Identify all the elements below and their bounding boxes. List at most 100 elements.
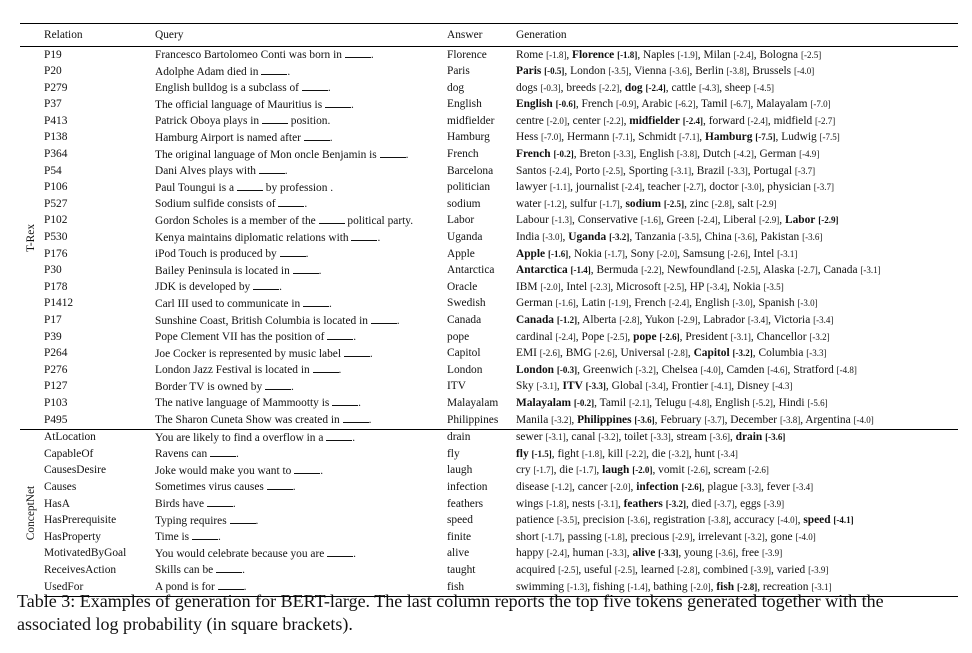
token-word: physician (767, 181, 811, 194)
token-logprob-wrap: [-1.8] (546, 49, 567, 60)
token-word: sheep (724, 81, 751, 94)
generated-token: learned [-2.8] (641, 564, 698, 576)
query-text-before: The official language of Mauritius is (155, 98, 325, 111)
token-logprob: -0.2 (576, 397, 592, 408)
table-row: P176 iPod Touch is produced by . Apple Appl… (20, 246, 958, 263)
query-text-before: Gordon Scholes is a member of the (155, 214, 319, 227)
generated-token: Universal [-2.8] (620, 347, 687, 359)
query-text-after: . (338, 364, 342, 377)
generated-token: Disney [-4.3] (737, 380, 792, 392)
token-logprob: -1.7 (544, 531, 559, 542)
token-logprob: -0.9 (619, 99, 634, 110)
generation-cell: centre [-2.0], center [-2.2], midfielder… (516, 114, 836, 127)
token-word-correct: pope (633, 330, 657, 343)
mask-blank (191, 529, 218, 541)
token-word: fight (557, 447, 579, 460)
token-word: swimming (516, 580, 565, 593)
query-cell: Typing requires . (155, 513, 447, 530)
query-cell: The native language of Mammootty is . (155, 395, 447, 412)
token-logprob: -4.0 (796, 66, 812, 77)
answer-cell: Antarctica (447, 264, 495, 277)
mask-blank (253, 279, 280, 291)
token-logprob-wrap: [-4.8] (689, 397, 710, 408)
token-word-correct: London (516, 363, 554, 376)
token-word: canal (571, 431, 596, 444)
token-logprob: -7.0 (544, 132, 559, 143)
generated-token: Conservative [-1.6] (578, 214, 661, 226)
generation-cell: Rome [-1.8], Florence [-1.8], Naples [-1… (516, 48, 822, 61)
generated-token: English [-3.8] (639, 148, 697, 160)
token-word: passing (567, 530, 602, 543)
token-logprob: -1.6 (558, 298, 573, 309)
generated-token: happy [-2.4] (516, 547, 567, 559)
generated-token: centre [-2.0] (516, 115, 567, 127)
token-word: Schmidt (638, 131, 677, 144)
query-cell: iPod Touch is produced by . (155, 246, 447, 263)
token-logprob: -3.9 (811, 564, 826, 575)
generated-token: Bermuda [-2.2] (596, 264, 661, 276)
table-row: P138 Hamburg Airport is named after . Hamb… (20, 130, 958, 147)
answer-cell: alive (447, 547, 470, 560)
query-text-before: The Sharon Cuneta Show was created in (155, 414, 343, 427)
query-text-after: . (369, 347, 373, 360)
table-row: CausesDesire Joke would make you want to … (20, 463, 958, 480)
generation-cell: short [-1.7], passing [-1.8], precious [… (516, 530, 816, 543)
query-cell: Ravens can . (155, 446, 447, 463)
query-text-before: Ravens can (155, 448, 211, 461)
token-logprob-wrap: [-2.0] (540, 281, 561, 292)
generated-token: infection [-2.6] (636, 481, 702, 493)
token-word: English (639, 148, 675, 161)
token-logprob-wrap: [-3.7] (813, 182, 835, 193)
token-logprob: -1.6 (643, 215, 658, 226)
token-logprob: -2.7 (686, 182, 701, 193)
token-logprob: -2.2 (606, 115, 621, 126)
answer-cell: politician (447, 181, 491, 194)
token-logprob: -3.9 (764, 548, 780, 559)
token-logprob: -3.7 (816, 182, 832, 193)
token-logprob-wrap: [-2.6] (594, 348, 615, 359)
generated-token: Sky [-3.1] (516, 380, 557, 392)
query-cell: The original language of Mon oncle Benja… (155, 147, 447, 164)
generated-token: young [-3.6] (684, 547, 736, 559)
token-word: Greenwich (582, 363, 633, 376)
token-word: China (704, 231, 732, 244)
token-word: cardinal (516, 330, 553, 343)
generated-token: wings [-1.8] (516, 498, 566, 510)
mask-blank (216, 562, 243, 574)
token-logprob-wrap: [-7.5] (755, 132, 776, 143)
token-word-correct: speed (803, 514, 831, 527)
query-cell: JDK is developed by . (155, 279, 447, 296)
token-word: Chancellor (756, 330, 807, 343)
token-logprob: -4.1 (714, 381, 729, 392)
token-word: Hermann (566, 131, 610, 144)
token-logprob: -3.3 (661, 548, 676, 559)
conceptnet-section: ConceptNet AtLocation You are likely to fi… (20, 428, 958, 597)
generated-token: Sony [-2.0] (631, 248, 678, 260)
token-word: salt (737, 197, 754, 210)
token-logprob: -4.1 (836, 515, 851, 526)
mask-blank (343, 346, 370, 357)
relation-cell: P1412 (44, 297, 74, 310)
token-word: midfield (773, 114, 813, 127)
token-logprob: -3.2 (554, 414, 569, 425)
token-logprob-wrap: [-4.1] (711, 381, 732, 392)
token-word: Sporting (628, 164, 668, 177)
token-logprob-wrap: [-3.4] (813, 315, 834, 325)
token-logprob-wrap: [-4.5] (753, 82, 774, 93)
token-logprob: -2.4 (552, 165, 567, 176)
generated-token: short [-1.7] (516, 531, 562, 543)
generated-token: Frontier [-4.1] (671, 380, 731, 392)
token-logprob-wrap: [-4.1] (833, 515, 854, 526)
token-logprob-wrap: [-2.4] (747, 115, 768, 126)
relation-cell: P279 (44, 81, 68, 94)
token-logprob: -2.2 (628, 448, 644, 459)
token-logprob-wrap: [-3.7] (794, 165, 816, 176)
token-logprob: -1.8 (607, 531, 622, 542)
query-text-before: Skills can be (155, 564, 217, 577)
token-logprob: -3.9 (753, 564, 769, 575)
token-word-correct: English (516, 98, 553, 111)
generation-cell: English [-0.6], French [-0.9], Arabic [-… (516, 98, 831, 111)
token-logprob: -3.8 (782, 414, 798, 425)
answer-cell: infection (447, 480, 488, 493)
token-logprob-wrap: [-2.9] (759, 215, 780, 226)
